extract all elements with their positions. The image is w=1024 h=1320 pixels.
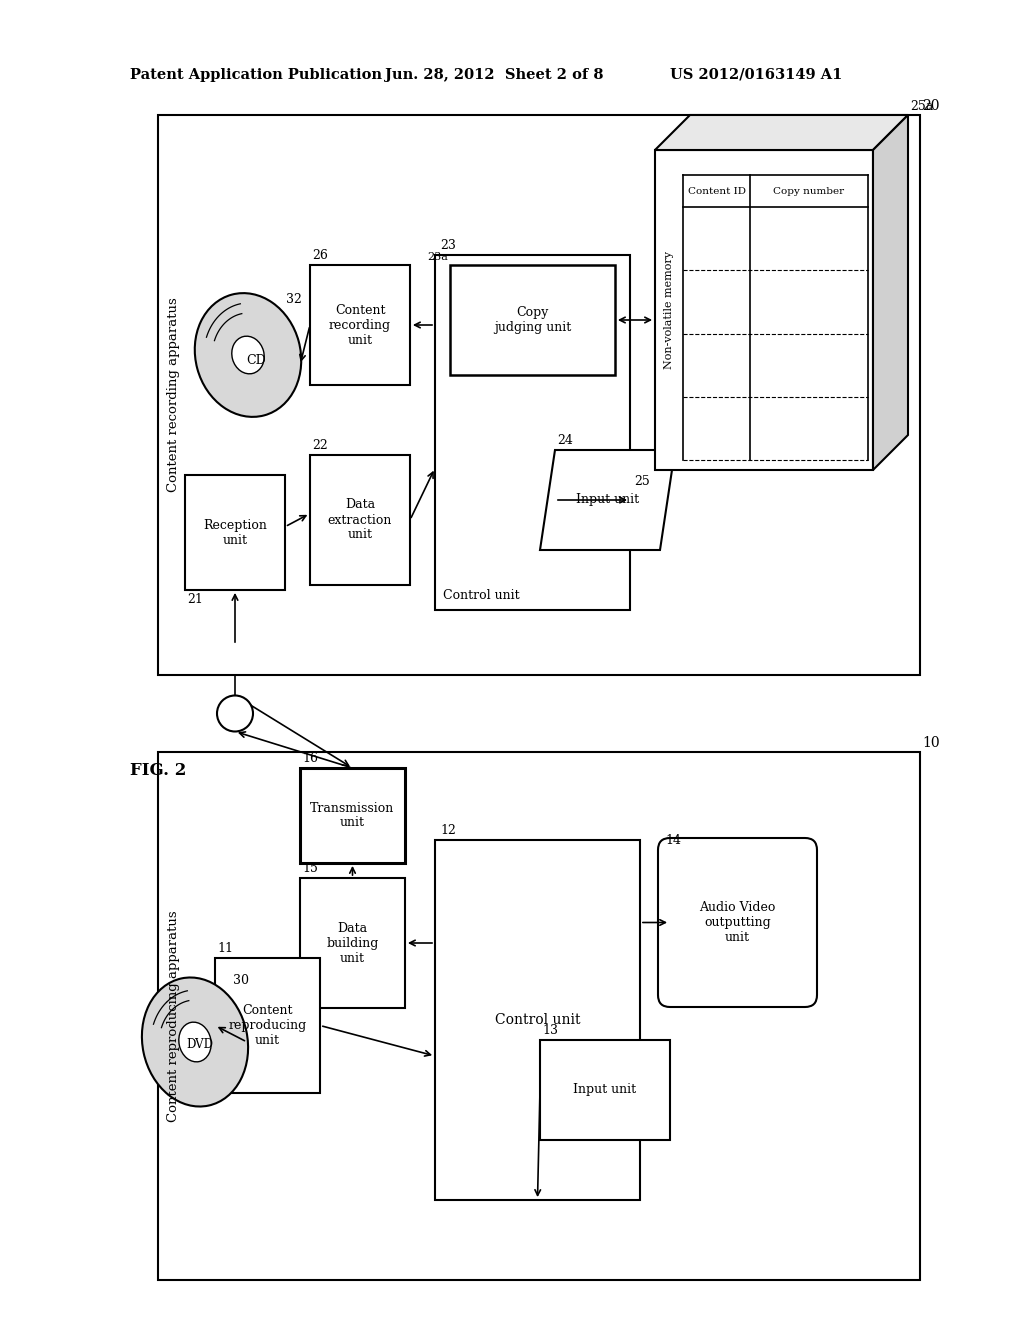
Text: 14: 14 [665, 834, 681, 847]
Text: FIG. 2: FIG. 2 [130, 762, 186, 779]
Polygon shape [655, 115, 908, 150]
Bar [185, 475, 285, 590]
Text: 24: 24 [557, 434, 572, 447]
Bar [310, 265, 410, 385]
Text: 20: 20 [922, 99, 939, 114]
Text: Data
building
unit: Data building unit [327, 921, 379, 965]
Text: 30: 30 [233, 974, 249, 987]
Ellipse shape [231, 337, 264, 374]
Ellipse shape [179, 1022, 211, 1061]
Text: US 2012/0163149 A1: US 2012/0163149 A1 [670, 69, 843, 82]
Text: 21: 21 [187, 593, 203, 606]
Text: 13: 13 [542, 1024, 558, 1038]
Ellipse shape [142, 978, 248, 1106]
Text: Reception
unit: Reception unit [203, 519, 267, 546]
Text: 11: 11 [217, 942, 233, 954]
Text: 23a: 23a [427, 252, 449, 261]
Circle shape [217, 696, 253, 731]
Text: Content reproducing apparatus: Content reproducing apparatus [168, 911, 180, 1122]
Bar [435, 840, 640, 1200]
Text: 16: 16 [302, 752, 318, 766]
Text: Patent Application Publication: Patent Application Publication [130, 69, 382, 82]
Bar [540, 1040, 670, 1140]
Text: 12: 12 [440, 824, 456, 837]
Bar [300, 878, 406, 1008]
Text: 32: 32 [286, 293, 302, 306]
Bar [215, 958, 319, 1093]
Text: Non-volatile memory: Non-volatile memory [664, 251, 674, 370]
Bar [450, 265, 615, 375]
Text: Copy
judging unit: Copy judging unit [494, 306, 571, 334]
Text: Content
recording
unit: Content recording unit [329, 304, 391, 346]
Bar [310, 455, 410, 585]
Text: Control unit: Control unit [495, 1012, 581, 1027]
Text: DVD: DVD [186, 1039, 213, 1052]
Text: 25: 25 [634, 475, 650, 488]
Bar [300, 768, 406, 863]
Text: Input unit: Input unit [575, 494, 639, 507]
Bar [435, 255, 630, 610]
Bar [158, 752, 920, 1280]
FancyBboxPatch shape [658, 838, 817, 1007]
Polygon shape [873, 115, 908, 470]
Text: Jun. 28, 2012  Sheet 2 of 8: Jun. 28, 2012 Sheet 2 of 8 [385, 69, 603, 82]
Text: Content ID: Content ID [687, 186, 745, 195]
Text: Content recording apparatus: Content recording apparatus [168, 297, 180, 492]
Text: 26: 26 [312, 249, 328, 261]
Text: CD: CD [246, 354, 266, 367]
Text: Content
reproducing
unit: Content reproducing unit [228, 1005, 306, 1047]
Text: 15: 15 [302, 862, 317, 875]
Text: Audio Video
outputting
unit: Audio Video outputting unit [699, 902, 776, 944]
Text: 25a: 25a [910, 100, 933, 114]
Text: Control unit: Control unit [443, 589, 519, 602]
Text: Transmission
unit: Transmission unit [310, 801, 394, 829]
Text: 23: 23 [440, 239, 456, 252]
Text: Input unit: Input unit [573, 1084, 637, 1097]
Text: Data
extraction
unit: Data extraction unit [328, 499, 392, 541]
Text: 10: 10 [922, 737, 940, 750]
Text: 22: 22 [312, 440, 328, 451]
Bar [158, 115, 920, 675]
Bar [655, 150, 873, 470]
Ellipse shape [195, 293, 301, 417]
Text: Copy number: Copy number [773, 186, 845, 195]
Polygon shape [540, 450, 675, 550]
